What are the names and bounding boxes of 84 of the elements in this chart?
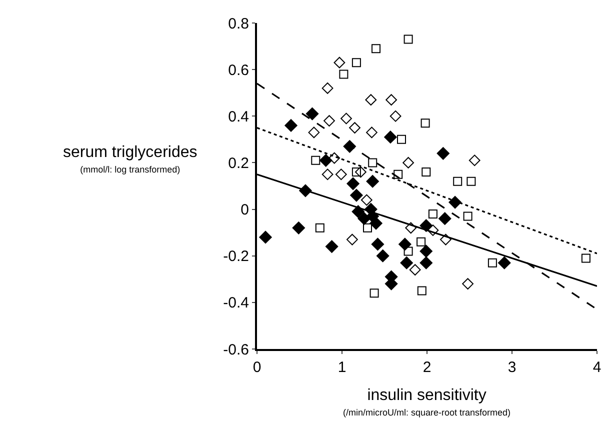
point bbox=[355, 166, 366, 178]
point bbox=[358, 212, 370, 225]
point bbox=[352, 168, 361, 177]
point bbox=[462, 278, 474, 290]
point bbox=[420, 244, 432, 258]
point bbox=[306, 107, 319, 120]
point bbox=[416, 237, 426, 246]
y-tick-label: 0 bbox=[240, 202, 249, 219]
point bbox=[360, 194, 372, 206]
point bbox=[259, 230, 272, 244]
point bbox=[322, 168, 334, 180]
point bbox=[365, 94, 377, 106]
point bbox=[322, 82, 334, 94]
point bbox=[453, 176, 462, 186]
point bbox=[335, 168, 347, 180]
point bbox=[404, 34, 413, 44]
point bbox=[324, 115, 335, 126]
x-tick-label: 4 bbox=[592, 359, 602, 376]
y-tick-label: 0.2 bbox=[228, 154, 249, 172]
point bbox=[422, 168, 431, 177]
point bbox=[436, 147, 450, 160]
point bbox=[368, 158, 378, 168]
x-tick-label: 1 bbox=[338, 359, 346, 376]
point bbox=[284, 119, 298, 132]
point bbox=[438, 212, 452, 225]
y-axis-title: serum triglycerides (mmol/l: log transformed) bbox=[63, 144, 198, 175]
y-tick-label: 0.6 bbox=[228, 62, 249, 79]
point bbox=[366, 126, 378, 138]
point bbox=[468, 154, 480, 166]
point bbox=[372, 44, 380, 54]
point bbox=[394, 170, 403, 179]
point bbox=[346, 234, 358, 246]
x-tick-label: 0 bbox=[252, 359, 262, 376]
point bbox=[420, 118, 430, 128]
point bbox=[398, 238, 412, 251]
point bbox=[320, 154, 332, 167]
point bbox=[376, 250, 390, 262]
point bbox=[328, 152, 340, 164]
point bbox=[350, 188, 363, 202]
point bbox=[363, 223, 372, 232]
point bbox=[404, 246, 413, 256]
point bbox=[448, 196, 462, 209]
x-axis-title: insulin sensitivity (/min/microU/ml: square-root transformed) bbox=[343, 387, 511, 418]
y-tick-label: -0.6 bbox=[223, 341, 249, 358]
point bbox=[397, 134, 406, 144]
x-tick-label: 3 bbox=[508, 359, 516, 376]
y-tick-label: 0.8 bbox=[228, 15, 249, 32]
y-tick-label: -0.4 bbox=[223, 294, 249, 312]
point bbox=[308, 126, 320, 138]
point bbox=[346, 177, 360, 190]
point bbox=[463, 212, 472, 221]
x-tick-label: 2 bbox=[422, 359, 432, 376]
point bbox=[315, 223, 324, 232]
point bbox=[371, 238, 384, 251]
point bbox=[325, 240, 338, 253]
point bbox=[370, 216, 382, 230]
point bbox=[498, 256, 511, 270]
point bbox=[405, 222, 417, 234]
point bbox=[488, 258, 497, 268]
point bbox=[311, 156, 320, 165]
point bbox=[440, 234, 452, 246]
y-tick-label: -0.2 bbox=[223, 248, 249, 266]
point bbox=[386, 94, 397, 106]
y-tick-label: 0.4 bbox=[228, 108, 249, 126]
point bbox=[292, 222, 305, 234]
point bbox=[352, 58, 361, 68]
point bbox=[339, 70, 348, 79]
point bbox=[334, 56, 346, 68]
point bbox=[466, 176, 476, 186]
point bbox=[340, 112, 352, 124]
point bbox=[366, 174, 379, 188]
point bbox=[390, 110, 402, 122]
point bbox=[402, 157, 414, 168]
point bbox=[420, 256, 432, 270]
point bbox=[581, 254, 590, 263]
point bbox=[400, 256, 413, 270]
point bbox=[417, 286, 426, 296]
point bbox=[349, 122, 360, 134]
point bbox=[352, 205, 364, 218]
point bbox=[428, 209, 438, 218]
point bbox=[427, 224, 439, 236]
point bbox=[370, 288, 379, 298]
point bbox=[384, 130, 397, 144]
point bbox=[409, 264, 421, 276]
